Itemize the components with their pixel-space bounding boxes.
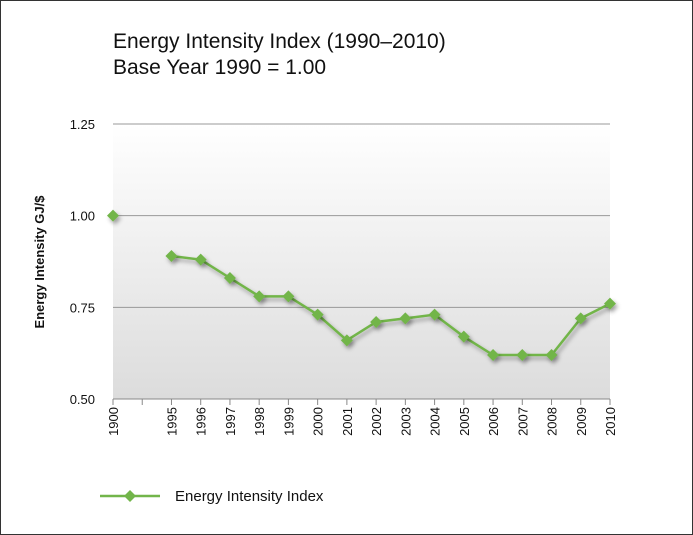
x-tick-label: 2005 (457, 407, 472, 436)
y-tick-label: 1.25 (70, 117, 95, 132)
x-tick-label: 2002 (369, 407, 384, 436)
x-tick-label: 2007 (515, 407, 530, 436)
marker (399, 312, 412, 325)
marker (253, 290, 266, 303)
marker (545, 349, 558, 361)
x-tick-label: 2009 (574, 407, 589, 436)
marker (340, 334, 353, 347)
x-tick-label: 1996 (194, 407, 209, 436)
chart-title: Energy Intensity Index (1990–2010) (113, 30, 446, 53)
marker (194, 253, 207, 266)
marker (487, 349, 500, 361)
x-tick-label: 1998 (252, 407, 267, 436)
marker (282, 290, 295, 303)
chart-subtitle: Base Year 1990 = 1.00 (113, 56, 326, 79)
marker (311, 308, 324, 321)
x-tick-label: 1995 (164, 407, 179, 436)
x-tick-label: 2010 (603, 407, 618, 436)
marker (574, 312, 587, 325)
x-tick-label: 2006 (486, 407, 501, 436)
marker (604, 297, 616, 310)
plot-area (113, 124, 610, 399)
series-line (171, 254, 611, 357)
marker (165, 250, 178, 262)
marker (223, 272, 236, 284)
marker (457, 330, 470, 343)
y-tick-label: 1.00 (70, 209, 95, 224)
x-tick-label: 2003 (398, 407, 413, 436)
x-tick-label: 2004 (428, 407, 443, 436)
marker (107, 209, 119, 222)
x-tick-label: 1900 (106, 407, 121, 436)
y-axis-label: Energy Intensity GJ/$ (32, 195, 47, 329)
legend-marker (124, 490, 136, 502)
x-tick-label: 2001 (340, 407, 355, 436)
y-tick-label: 0.75 (70, 300, 95, 315)
x-tick-label: 2000 (311, 407, 326, 436)
marker (370, 316, 383, 328)
x-tick-label: 1997 (223, 407, 238, 436)
legend-label: Energy Intensity Index (175, 488, 324, 505)
marker (516, 349, 529, 361)
y-tick-label: 0.50 (70, 392, 95, 407)
x-tick-label: 2008 (545, 407, 560, 436)
x-tick-label: 1999 (281, 407, 296, 436)
marker (428, 308, 441, 321)
